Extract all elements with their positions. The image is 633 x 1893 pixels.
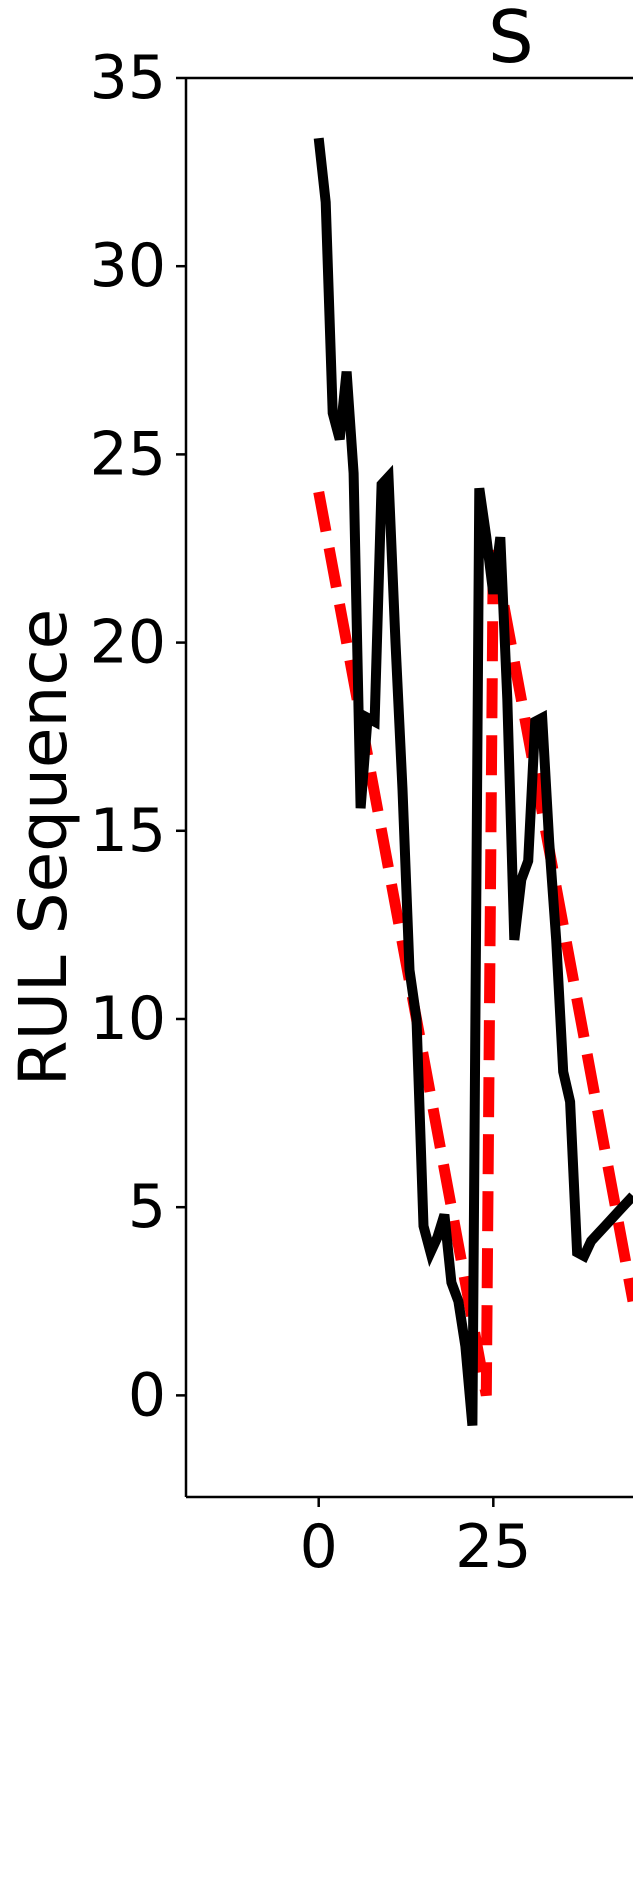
labels-layer: 0 5 10 15 20 25 30 35 0 25 RUL Sequence S [5, 0, 534, 1582]
series-layer [313, 137, 633, 1426]
y-tick-label: 0 [128, 1360, 166, 1430]
y-tick-label: 30 [90, 231, 166, 301]
y-tick-label: 5 [128, 1172, 166, 1242]
series-line-predicted [313, 137, 633, 1426]
axes-layer [176, 76, 633, 1507]
series-line-true [313, 490, 633, 1397]
y-tick-label: 10 [90, 984, 166, 1054]
y-tick-label: 20 [90, 608, 166, 678]
y-tick-label: 35 [90, 43, 166, 113]
x-tick-label: 25 [455, 1512, 531, 1582]
y-tick-label: 15 [90, 796, 166, 866]
x-tick-label: 0 [300, 1512, 338, 1582]
chart-title: S [488, 0, 534, 79]
y-axis-label: RUL Sequence [5, 609, 82, 1086]
y-tick-label: 25 [90, 419, 166, 489]
